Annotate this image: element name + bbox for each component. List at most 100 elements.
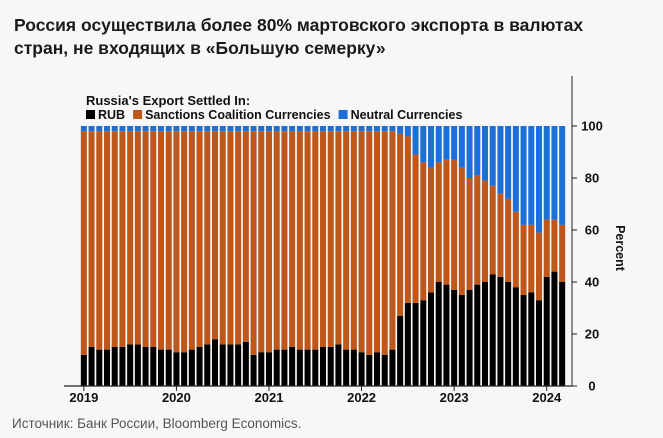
bar-rub-2024-01 (543, 276, 550, 386)
headline: Россия осуществила более 80% мартовского… (14, 14, 654, 60)
bar-sanctions-coalition-currencies-2021-03 (281, 131, 288, 350)
bar-rub-2022-01 (358, 352, 365, 386)
bar-neutral-currencies-2024-01 (543, 126, 550, 220)
y-tick-label-20: 20 (585, 327, 599, 342)
bar-rub-2020-02 (181, 352, 188, 386)
bar-rub-2023-08 (505, 282, 512, 386)
bar-neutral-currencies-2020-11 (250, 126, 257, 132)
bar-neutral-currencies-2020-04 (196, 126, 203, 132)
bar-neutral-currencies-2019-01 (80, 126, 87, 132)
bar-neutral-currencies-2019-02 (88, 126, 95, 132)
bar-neutral-currencies-2020-12 (258, 126, 265, 132)
bar-rub-2019-10 (150, 347, 157, 386)
bar-neutral-currencies-2019-12 (165, 126, 172, 132)
bar-sanctions-coalition-currencies-2020-08 (227, 131, 234, 345)
bar-sanctions-coalition-currencies-2021-08 (319, 131, 327, 347)
bar-sanctions-coalition-currencies-2019-10 (150, 131, 157, 347)
bar-rub-2019-07 (127, 344, 134, 386)
x-tick-label-2023: 2023 (440, 390, 469, 405)
bar-neutral-currencies-2019-05 (111, 126, 118, 132)
bar-neutral-currencies-2021-06 (304, 126, 311, 132)
bar-sanctions-coalition-currencies-2024-02 (551, 219, 558, 272)
bar-neutral-currencies-2020-02 (181, 126, 188, 132)
bar-neutral-currencies-2023-09 (512, 126, 519, 212)
bar-rub-2023-11 (528, 292, 535, 386)
bar-neutral-currencies-2023-06 (489, 126, 496, 186)
bar-neutral-currencies-2020-07 (219, 126, 226, 132)
bar-rub-2019-12 (165, 349, 172, 386)
legend-swatch-neutral-currencies (338, 110, 348, 119)
bar-rub-2022-07 (404, 302, 411, 386)
bar-neutral-currencies-2022-11 (435, 126, 442, 163)
bar-neutral-currencies-2023-02 (458, 126, 465, 168)
legend-label-sanctions-coalition-currencies: Sanctions Coalition Currencies (145, 108, 331, 122)
bar-sanctions-coalition-currencies-2022-11 (435, 162, 442, 282)
bar-neutral-currencies-2021-03 (281, 126, 288, 132)
bar-sanctions-coalition-currencies-2022-04 (381, 131, 388, 355)
bar-neutral-currencies-2022-08 (412, 126, 419, 155)
bar-sanctions-coalition-currencies-2020-11 (250, 131, 257, 355)
legend-label-rub: RUB (98, 108, 125, 122)
bar-neutral-currencies-2019-07 (127, 126, 134, 132)
bar-sanctions-coalition-currencies-2020-04 (196, 131, 203, 347)
bar-rub-2022-03 (373, 352, 381, 386)
bar-neutral-currencies-2022-07 (404, 126, 411, 137)
bar-sanctions-coalition-currencies-2019-05 (111, 131, 118, 347)
stacked-bar-chart: 0 20 40 60 80 100 Percent 2019 2020 2021 2022 2023 2… (64, 76, 627, 405)
bar-sanctions-coalition-currencies-2022-08 (412, 154, 419, 303)
bar-rub-2021-05 (296, 349, 303, 386)
bar-rub-2022-09 (420, 300, 427, 386)
headline-line-2: стран, не входящих в «Большую семерку» (14, 38, 386, 58)
bar-rub-2021-03 (281, 349, 288, 386)
bar-neutral-currencies-2021-10 (335, 126, 342, 132)
bar-sanctions-coalition-currencies-2020-12 (258, 131, 265, 353)
bar-neutral-currencies-2022-01 (358, 126, 365, 132)
bar-rub-2020-03 (188, 349, 195, 386)
bar-sanctions-coalition-currencies-2019-07 (127, 131, 134, 345)
bar-rub-2023-06 (489, 274, 496, 386)
bar-sanctions-coalition-currencies-2022-01 (358, 131, 365, 353)
bar-neutral-currencies-2022-02 (366, 126, 373, 132)
bar-neutral-currencies-2023-12 (535, 126, 543, 233)
bar-neutral-currencies-2023-05 (481, 126, 489, 181)
bar-rub-2023-03 (466, 289, 473, 386)
bar-neutral-currencies-2023-08 (505, 126, 512, 199)
legend-swatch-rub (86, 110, 95, 119)
bar-rub-2021-01 (265, 352, 273, 386)
source-note: Источник: Банк России, Bloomberg Economi… (12, 416, 302, 431)
axes: 0 20 40 60 80 100 Percent 2019 2020 2021 2022 2023 2… (64, 76, 627, 405)
bar-rub-2019-02 (88, 347, 95, 386)
bar-sanctions-coalition-currencies-2021-05 (296, 131, 303, 350)
y-tick-label-80: 80 (585, 171, 599, 186)
bar-rub-2021-09 (327, 347, 334, 386)
bar-neutral-currencies-2019-10 (150, 126, 157, 132)
bar-sanctions-coalition-currencies-2021-07 (312, 131, 319, 350)
bar-sanctions-coalition-currencies-2022-02 (366, 131, 373, 355)
bar-sanctions-coalition-currencies-2023-12 (535, 232, 543, 301)
bar-sanctions-coalition-currencies-2023-05 (481, 180, 489, 282)
bar-rub-2020-08 (227, 344, 234, 386)
bar-sanctions-coalition-currencies-2022-03 (373, 131, 381, 353)
bar-rub-2021-06 (304, 349, 311, 386)
bar-sanctions-coalition-currencies-2021-04 (289, 131, 296, 347)
bar-sanctions-coalition-currencies-2023-04 (474, 175, 481, 285)
bar-neutral-currencies-2019-09 (142, 126, 149, 132)
bar-neutral-currencies-2019-03 (96, 126, 103, 132)
bar-sanctions-coalition-currencies-2021-01 (265, 131, 273, 353)
bar-sanctions-coalition-currencies-2024-03 (559, 224, 566, 282)
bar-sanctions-coalition-currencies-2023-09 (512, 211, 519, 288)
bar-neutral-currencies-2022-12 (443, 126, 450, 160)
bar-rub-2020-07 (219, 344, 226, 386)
bar-neutral-currencies-2021-11 (343, 126, 350, 132)
bar-sanctions-coalition-currencies-2023-03 (466, 178, 473, 290)
bar-rub-2024-02 (551, 271, 558, 386)
bar-sanctions-coalition-currencies-2023-02 (458, 167, 465, 295)
bar-sanctions-coalition-currencies-2021-10 (335, 131, 342, 345)
bar-sanctions-coalition-currencies-2020-09 (235, 131, 242, 345)
bar-sanctions-coalition-currencies-2019-03 (96, 131, 103, 350)
bar-neutral-currencies-2021-05 (296, 126, 303, 132)
bar-rub-2021-08 (319, 347, 327, 386)
bar-sanctions-coalition-currencies-2022-07 (404, 136, 411, 303)
bar-neutral-currencies-2022-09 (420, 126, 427, 163)
